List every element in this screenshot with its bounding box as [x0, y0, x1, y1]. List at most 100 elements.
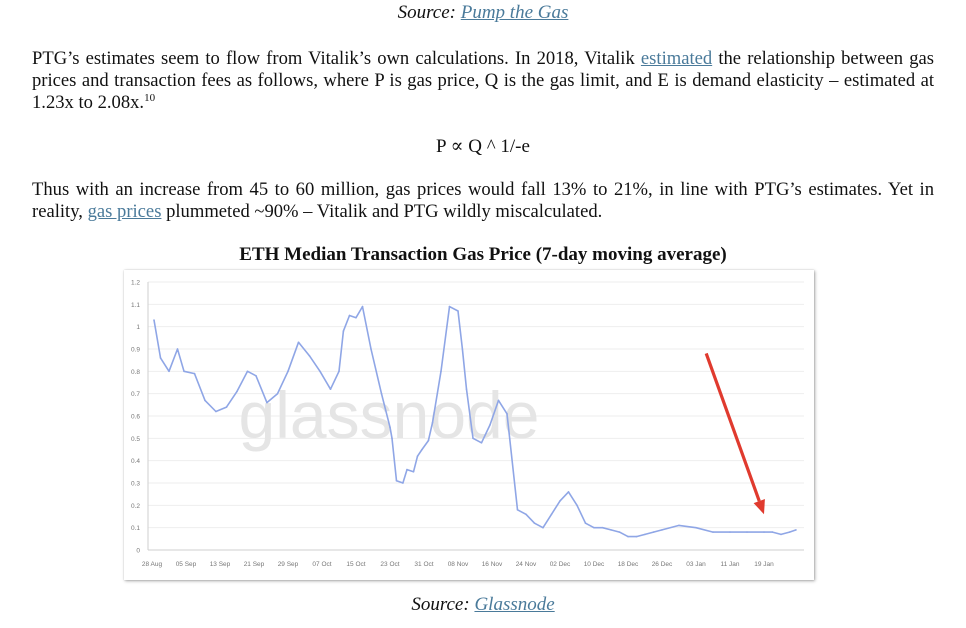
data-point	[255, 375, 257, 377]
y-tick-label: 0.5	[131, 436, 140, 443]
data-point	[338, 370, 340, 373]
data-point	[361, 305, 364, 308]
x-tick-label: 28 Aug	[142, 561, 163, 568]
data-point	[644, 533, 646, 536]
gas-price-chart: 0 0.1 0.2 0.3 0.4 0.5 0.6 0.7 0.8 0.9 1 1.1 1.2 28 A…	[131, 280, 804, 568]
data-point	[319, 370, 321, 373]
data-point	[610, 529, 612, 531]
x-tick-label: 08 Nov	[448, 561, 469, 568]
x-tick-label: 26 Dec	[652, 561, 673, 568]
x-tick-label: 23 Oct	[380, 561, 399, 568]
gas-prices-link[interactable]: gas prices	[87, 201, 162, 222]
data-point	[308, 354, 311, 357]
x-tick-label: 19 Jan	[754, 561, 774, 568]
data-point	[348, 314, 351, 317]
data-point	[576, 504, 578, 507]
data-point	[567, 491, 570, 493]
data-point	[584, 522, 587, 524]
data-point	[204, 399, 206, 402]
data-point	[183, 370, 185, 373]
data-point	[395, 480, 398, 482]
data-point	[480, 442, 483, 444]
data-point	[780, 533, 782, 536]
data-point	[287, 370, 289, 373]
data-point	[236, 390, 238, 393]
data-point	[729, 531, 731, 533]
formula: P ∝ Q ^ 1/-e	[436, 136, 530, 157]
data-point	[618, 531, 621, 533]
source-label: Source:	[411, 594, 470, 615]
data-point	[788, 531, 791, 533]
y-tick-label: 0.4	[131, 458, 140, 465]
data-point	[593, 526, 595, 529]
data-point	[416, 455, 419, 457]
chart-title: ETH Median Transaction Gas Price (7-day …	[239, 244, 727, 265]
data-point	[542, 526, 544, 529]
bottom-source-caption: Source: Glassnode	[0, 594, 966, 616]
y-tick-label: 1.1	[131, 302, 140, 309]
chart-image: 0 0.1 0.2 0.3 0.4 0.5 0.6 0.7 0.8 0.9 1 1.1 1.2 28 A…	[124, 270, 814, 580]
y-tick-label: 0.3	[131, 481, 140, 488]
data-point	[516, 509, 519, 511]
data-point	[266, 401, 268, 404]
data-point	[497, 399, 500, 402]
x-tick-label: 18 Dec	[618, 561, 639, 568]
data-point	[159, 357, 162, 359]
para2-text-b: plummeted ~90% – Vitalik and PTG wildly …	[166, 201, 603, 222]
pump-the-gas-link[interactable]: Pump the Gas	[460, 2, 569, 23]
data-point	[153, 319, 155, 321]
trend-arrow-shaft	[704, 352, 761, 502]
y-tick-label: 1	[136, 324, 140, 331]
x-tick-label: 31 Oct	[414, 561, 433, 568]
x-tick-label: 16 Nov	[482, 561, 503, 568]
data-point	[329, 388, 332, 390]
x-tick-label: 21 Sep	[244, 561, 265, 568]
para2-text-a: Thus with an increase from 45 to 60 mill…	[32, 179, 934, 222]
data-point	[559, 500, 561, 502]
data-point	[412, 471, 415, 473]
series-line	[153, 305, 797, 538]
trend-arrow-head	[753, 499, 765, 515]
data-point	[461, 348, 464, 350]
x-tick-label: 10 Dec	[584, 561, 605, 568]
y-tick-label: 1.2	[131, 280, 140, 287]
paragraph-elasticity: PTG’s estimates seem to flow from Vitali…	[32, 48, 934, 114]
data-point	[489, 424, 491, 426]
glassnode-link[interactable]: Glassnode	[474, 594, 555, 615]
y-tick-label: 0.1	[131, 525, 140, 532]
data-point	[472, 437, 474, 440]
data-point	[440, 370, 442, 373]
data-point	[695, 526, 697, 529]
data-point	[246, 370, 249, 373]
data-point	[457, 310, 459, 312]
data-point	[297, 341, 300, 344]
data-point	[506, 413, 508, 415]
x-tick-label: 24 Nov	[516, 561, 537, 568]
data-point	[380, 392, 383, 395]
para1-text-a: PTG’s estimates seem to flow from Vitali…	[32, 48, 635, 69]
y-tick-label: 0	[136, 548, 140, 555]
data-point	[193, 372, 196, 375]
data-point	[746, 531, 748, 533]
data-point	[370, 348, 372, 350]
data-point	[225, 406, 228, 408]
data-point	[406, 468, 408, 471]
data-point	[427, 439, 430, 442]
estimated-link[interactable]: estimated	[640, 48, 713, 69]
data-point	[652, 531, 655, 533]
data-point	[550, 513, 553, 516]
y-tick-label: 0.7	[131, 391, 140, 398]
data-point	[342, 330, 345, 332]
x-tick-label: 07 Oct	[312, 561, 331, 568]
para1-text-b: the relationship between gas prices and …	[32, 48, 935, 113]
data-point	[402, 482, 404, 484]
paragraph-gas-drop: Thus with an increase from 45 to 60 mill…	[32, 179, 934, 223]
data-point	[431, 421, 434, 424]
y-tick-label: 0.9	[131, 347, 140, 354]
footnote-ref[interactable]: 10	[144, 91, 156, 104]
y-tick-label: 0.6	[131, 414, 140, 421]
data-point	[712, 531, 714, 533]
data-point	[678, 524, 680, 527]
x-tick-label: 05 Sep	[176, 561, 197, 568]
x-tick-label: 02 Dec	[550, 561, 571, 568]
